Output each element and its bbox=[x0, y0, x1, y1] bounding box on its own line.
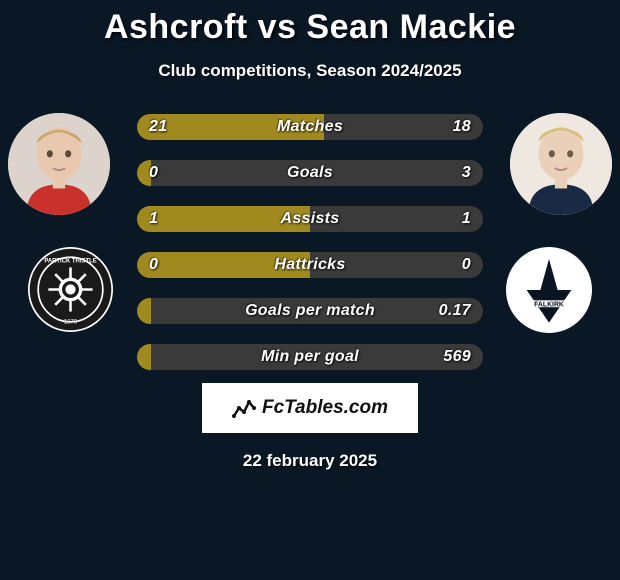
stat-label: Assists bbox=[137, 206, 483, 232]
svg-text:PARTICK THISTLE: PARTICK THISTLE bbox=[44, 258, 96, 264]
stat-value-right: 569 bbox=[443, 344, 471, 370]
stat-label: Goals bbox=[137, 160, 483, 186]
avatar-placeholder-icon bbox=[8, 113, 110, 215]
club-left-badge: PARTICK THISTLE 1876 bbox=[28, 247, 113, 332]
svg-text:FALKIRK: FALKIRK bbox=[534, 301, 564, 308]
stat-label: Goals per match bbox=[137, 298, 483, 324]
comparison-panel: PARTICK THISTLE 1876 FALKIRK 21Matches18… bbox=[0, 111, 620, 381]
stat-bar: 1Assists1 bbox=[137, 206, 483, 232]
club-crest-icon: PARTICK THISTLE 1876 bbox=[28, 247, 113, 332]
page-title: Ashcroft vs Sean Mackie bbox=[0, 0, 620, 47]
stat-label: Min per goal bbox=[137, 344, 483, 370]
stat-bar: 21Matches18 bbox=[137, 114, 483, 140]
club-right-badge: FALKIRK bbox=[506, 247, 592, 333]
subtitle: Club competitions, Season 2024/2025 bbox=[0, 61, 620, 81]
stat-value-right: 1 bbox=[462, 206, 471, 232]
brand-text: FcTables.com bbox=[262, 397, 388, 419]
chart-icon bbox=[232, 396, 256, 420]
club-crest-icon: FALKIRK bbox=[506, 247, 592, 333]
stat-bar: Min per goal569 bbox=[137, 344, 483, 370]
footer-date: 22 february 2025 bbox=[0, 451, 620, 471]
stat-value-right: 0 bbox=[462, 252, 471, 278]
stat-bar: Goals per match0.17 bbox=[137, 298, 483, 324]
stat-value-right: 3 bbox=[462, 160, 471, 186]
stat-bar: 0Goals3 bbox=[137, 160, 483, 186]
stat-label: Matches bbox=[137, 114, 483, 140]
avatar-placeholder-icon bbox=[510, 113, 612, 215]
stat-bar: 0Hattricks0 bbox=[137, 252, 483, 278]
player-right-avatar bbox=[510, 113, 612, 215]
svg-text:1876: 1876 bbox=[64, 320, 78, 326]
stat-label: Hattricks bbox=[137, 252, 483, 278]
stat-bars: 21Matches180Goals31Assists10Hattricks0Go… bbox=[137, 114, 483, 390]
player-left-avatar bbox=[8, 113, 110, 215]
brand-badge: FcTables.com bbox=[202, 383, 418, 433]
stat-value-right: 0.17 bbox=[439, 298, 471, 324]
stat-value-right: 18 bbox=[453, 114, 471, 140]
